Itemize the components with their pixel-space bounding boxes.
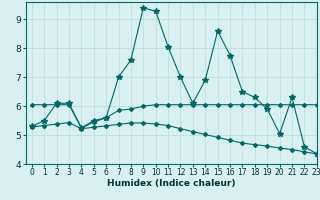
X-axis label: Humidex (Indice chaleur): Humidex (Indice chaleur) [107,179,236,188]
